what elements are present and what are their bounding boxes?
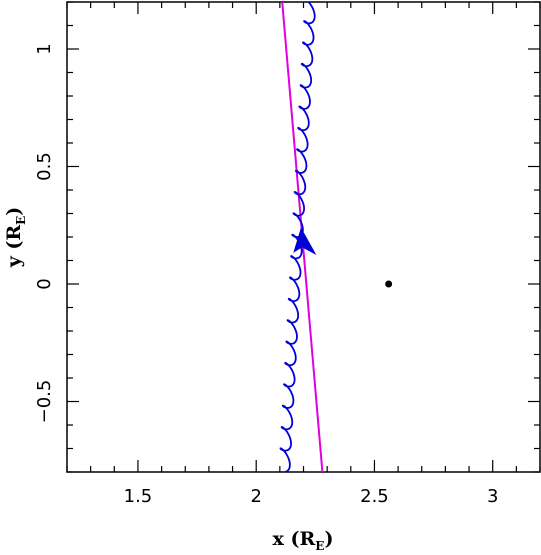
axis-ticks xyxy=(66,1,541,473)
y-tick-labels: −0.5 0 0.5 1 xyxy=(34,43,55,423)
x-axis-label-close: ) xyxy=(324,528,333,550)
x-axis-label-sub: E xyxy=(315,539,324,553)
y-tick-label: 1 xyxy=(34,43,55,54)
x-tick-label: 3 xyxy=(487,486,498,507)
x-axis-label: x (RE) xyxy=(273,528,334,553)
reference-point xyxy=(385,280,393,288)
y-axis-label-main: y (R xyxy=(3,225,25,269)
y-axis-label-close: ) xyxy=(3,207,25,216)
x-tick-labels: 1.5 2 2.5 3 xyxy=(124,486,499,507)
x-axis-label-main: x (R xyxy=(273,528,316,550)
y-axis-label-sub: E xyxy=(14,216,28,225)
x-tick-label: 2 xyxy=(250,486,261,507)
y-tick-label: 0 xyxy=(34,278,55,289)
y-axis-label: y (RE) xyxy=(3,207,28,269)
y-tick-label: 0.5 xyxy=(34,152,55,181)
x-tick-label: 2.5 xyxy=(360,486,389,507)
y-tick-label: −0.5 xyxy=(34,380,55,424)
x-tick-label: 1.5 xyxy=(124,486,153,507)
particle-trajectory xyxy=(279,2,316,472)
direction-arrow-icon xyxy=(293,227,317,256)
series-group xyxy=(279,1,393,473)
